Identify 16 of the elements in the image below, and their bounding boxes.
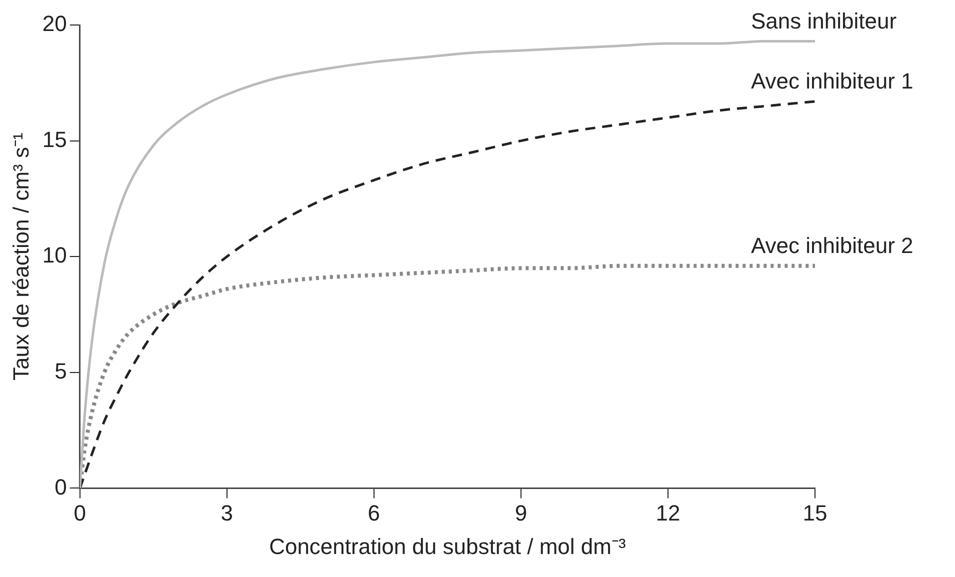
y-tick-label: 0 bbox=[54, 474, 67, 500]
x-tick-label: 15 bbox=[802, 500, 828, 526]
series-label: Avec inhibiteur 2 bbox=[751, 232, 914, 258]
x-tick-label: 9 bbox=[514, 500, 528, 526]
series-label: Sans inhibiteur bbox=[751, 8, 897, 34]
x-tick-label: 0 bbox=[74, 500, 86, 526]
y-tick-label: 15 bbox=[42, 126, 67, 152]
x-tick-label: 6 bbox=[368, 500, 380, 526]
x-axis-title: Concentration du substrat / mol dm⁻³ bbox=[269, 534, 626, 559]
y-tick-label: 5 bbox=[54, 358, 67, 384]
y-tick-label: 20 bbox=[42, 11, 67, 36]
series-label: Avec inhibiteur 1 bbox=[751, 68, 914, 94]
x-tick-label: 3 bbox=[220, 500, 234, 526]
x-tick-label: 12 bbox=[656, 500, 680, 526]
y-tick-label: 10 bbox=[42, 242, 67, 268]
y-axis-title: Taux de réaction / cm³ s⁻¹ bbox=[8, 132, 34, 381]
